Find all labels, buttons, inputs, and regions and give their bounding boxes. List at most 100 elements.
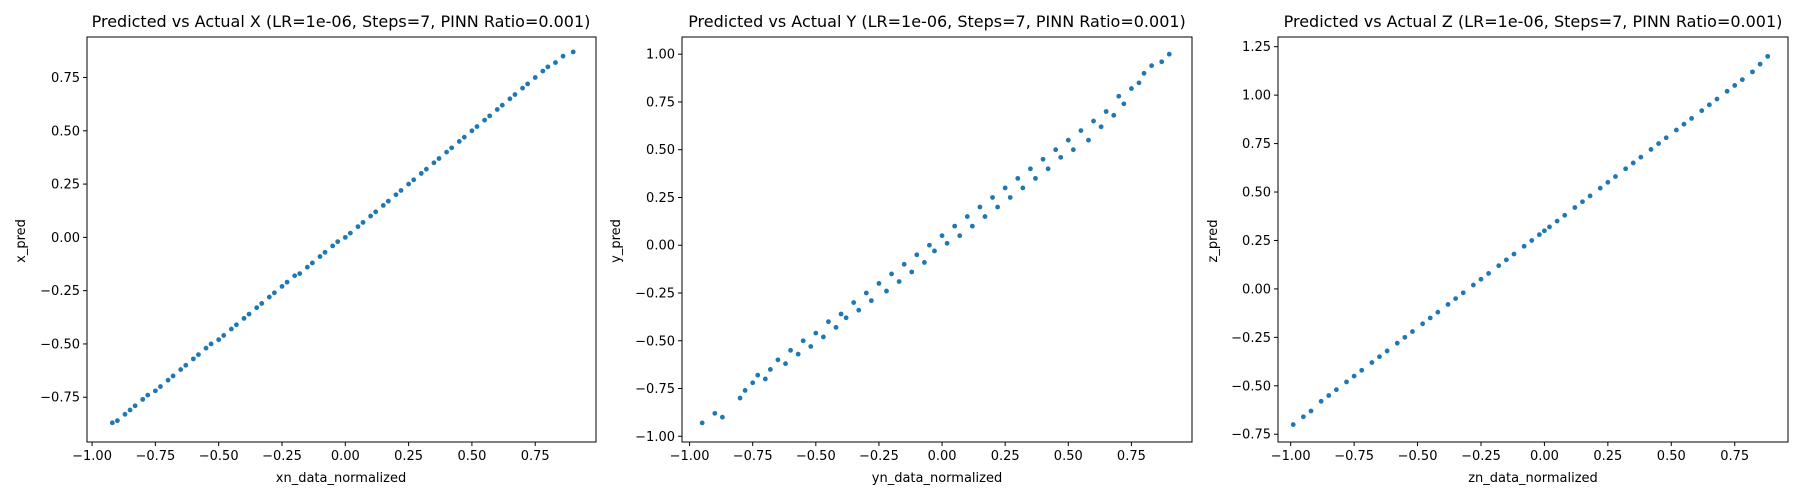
data-point — [964, 214, 970, 219]
x-tick-label: −0.50 — [1398, 449, 1438, 464]
y-tick-label: 0.00 — [646, 239, 675, 254]
data-point — [742, 388, 748, 393]
data-point — [1040, 156, 1046, 162]
x-tick-label: 0.50 — [457, 449, 486, 464]
y-tick-label: 0.75 — [51, 71, 80, 86]
data-point — [1053, 147, 1059, 153]
data-point — [1724, 88, 1730, 94]
y-tick-label: −0.75 — [1231, 428, 1271, 443]
plot-frame — [1277, 36, 1789, 443]
data-point — [1547, 224, 1552, 230]
data-point — [1402, 334, 1408, 340]
data-point — [1070, 147, 1076, 153]
plot-frame — [681, 36, 1193, 443]
x-tick-label: 0.75 — [1117, 449, 1146, 464]
data-point — [1326, 393, 1332, 398]
data-point — [1333, 387, 1339, 393]
scatter-series — [1290, 53, 1771, 427]
data-point — [1121, 101, 1127, 107]
y-tick-label: 0.50 — [51, 124, 80, 139]
data-point — [1141, 70, 1147, 76]
data-point — [1460, 290, 1466, 296]
data-point — [347, 230, 353, 236]
data-point — [494, 107, 500, 112]
data-point — [775, 357, 781, 363]
data-point — [474, 124, 480, 129]
plot-frame — [86, 36, 597, 443]
data-point — [1496, 263, 1502, 269]
data-point — [553, 60, 558, 65]
data-point — [1359, 367, 1365, 373]
data-point — [1542, 228, 1547, 234]
data-point — [532, 75, 538, 80]
data-point — [1420, 321, 1426, 327]
data-point — [196, 352, 201, 358]
data-point — [1384, 348, 1390, 354]
data-point — [1377, 354, 1382, 360]
data-point — [1681, 121, 1687, 127]
data-point — [545, 64, 551, 70]
data-point — [719, 414, 725, 420]
data-point — [570, 49, 576, 55]
data-point — [335, 239, 341, 245]
scatter-series — [699, 51, 1172, 426]
data-point — [246, 311, 252, 317]
data-point — [851, 300, 857, 305]
data-point — [317, 254, 323, 259]
data-point — [783, 361, 788, 367]
data-point — [1045, 166, 1051, 172]
data-point — [808, 344, 814, 349]
data-point — [1065, 137, 1071, 143]
data-point — [411, 177, 417, 183]
data-point — [914, 252, 920, 258]
data-point — [1086, 137, 1091, 143]
data-point — [423, 166, 429, 172]
data-point — [969, 223, 975, 229]
chart-title: Predicted vs Actual X (LR=1e-06, Steps=7… — [92, 12, 591, 31]
y-tick-label: 0.75 — [646, 95, 675, 110]
y-tick-label: 1.00 — [646, 48, 675, 63]
data-point — [863, 290, 869, 296]
data-point — [322, 249, 328, 255]
x-tick-label: 0.50 — [1657, 449, 1686, 464]
data-point — [114, 418, 120, 424]
data-point — [1445, 302, 1451, 307]
data-point — [1410, 329, 1415, 334]
data-point — [995, 204, 1000, 210]
data-point — [843, 315, 849, 321]
y-tick-label: 0.00 — [51, 231, 80, 246]
data-point — [540, 68, 546, 74]
y-tick-label: 0.25 — [51, 178, 80, 193]
data-point — [109, 420, 115, 426]
data-point — [279, 283, 285, 289]
data-point — [1033, 175, 1038, 181]
data-point — [1638, 154, 1644, 160]
data-point — [259, 301, 265, 306]
y-tick-label: −0.50 — [40, 337, 80, 352]
data-point — [1739, 77, 1745, 83]
x-tick-label: 0.25 — [394, 449, 423, 464]
data-point — [132, 403, 138, 409]
y-tick-label: −1.00 — [635, 430, 675, 445]
x-tick-label: −0.75 — [733, 449, 773, 464]
data-point — [1706, 102, 1712, 108]
x-tick-label: −0.50 — [199, 449, 239, 464]
data-point — [1656, 141, 1661, 146]
y-tick-label: 0.00 — [1242, 282, 1271, 297]
data-point — [1129, 86, 1134, 91]
y-tick-label: −0.75 — [635, 382, 675, 397]
y-tick-label: −0.50 — [1231, 379, 1271, 394]
data-point — [1453, 296, 1459, 302]
x-tick-label: 0.00 — [331, 449, 360, 464]
data-point — [813, 330, 819, 336]
data-point — [767, 367, 773, 372]
data-point — [1511, 251, 1517, 257]
x-tick-label: 0.50 — [1054, 449, 1083, 464]
data-point — [982, 214, 988, 219]
y-axis-label: x_pred — [14, 219, 29, 263]
data-point — [1435, 309, 1441, 315]
y-tick-label: −0.25 — [40, 284, 80, 299]
panel-z: Predicted vs Actual Z (LR=1e-06, Steps=7… — [1206, 12, 1789, 486]
chart-title: Predicted vs Actual Y (LR=1e-06, Steps=7… — [688, 12, 1186, 31]
